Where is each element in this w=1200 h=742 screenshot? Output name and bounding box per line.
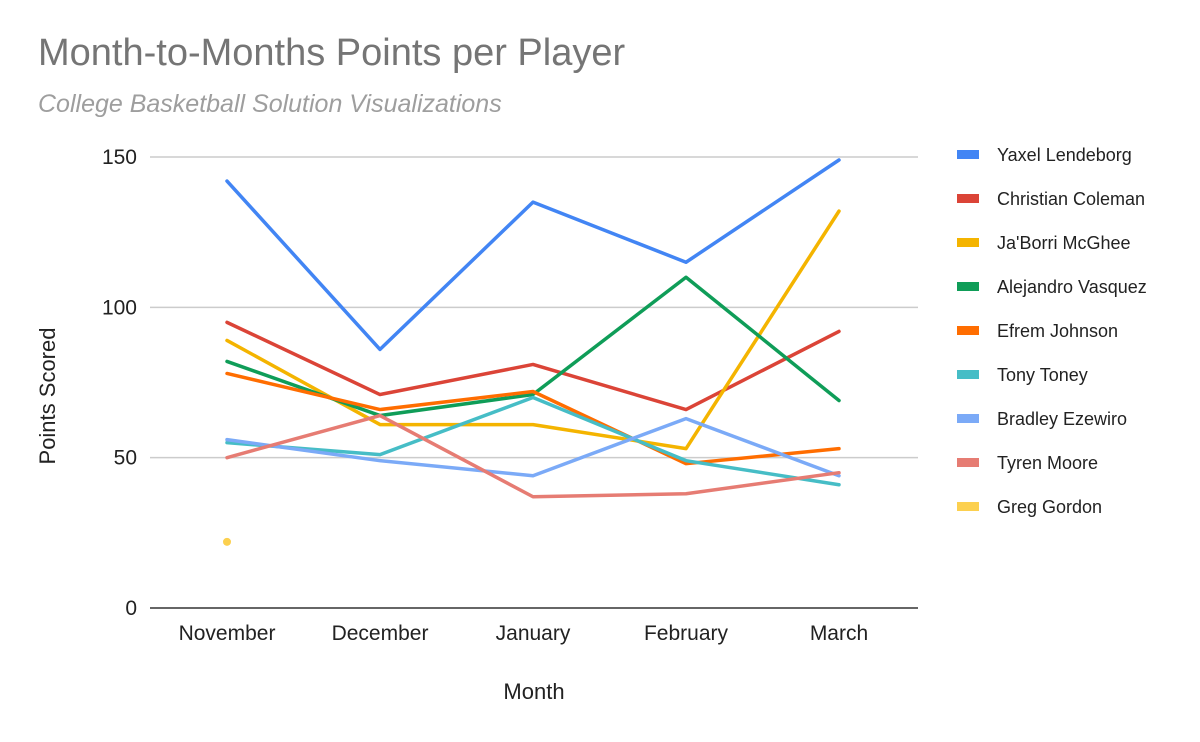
series-line-ja-borri-mcghee xyxy=(225,209,841,451)
chart-title: Month-to-Months Points per Player xyxy=(38,32,626,74)
legend-label-tyren-moore: Tyren Moore xyxy=(997,453,1098,473)
legend-swatch-efrem-johnson xyxy=(957,326,979,335)
x-axis-ticks: November December January February March xyxy=(179,622,869,645)
legend-label-efrem-johnson: Efrem Johnson xyxy=(997,321,1118,341)
y-tick-label: 100 xyxy=(102,296,137,319)
legend-swatch-tony-toney xyxy=(957,370,979,379)
y-tick-label: 0 xyxy=(125,597,137,620)
legend-swatch-ja-borri-mcghee xyxy=(957,238,979,247)
legend-label-tony-toney: Tony Toney xyxy=(997,365,1088,385)
series-line-tony-toney xyxy=(225,395,841,487)
chart-subtitle: College Basketball Solution Visualizatio… xyxy=(38,90,502,118)
series-point-greg-gordon xyxy=(223,537,231,546)
series-lines xyxy=(223,158,841,546)
x-tick-label: December xyxy=(332,622,429,645)
legend-swatch-alejandro-vasquez xyxy=(957,282,979,291)
x-tick-label: March xyxy=(810,622,868,645)
series-line-yaxel-lendeborg xyxy=(225,158,841,352)
legend-label-yaxel-lendeborg: Yaxel Lendeborg xyxy=(997,145,1132,165)
legend-label-ja-borri-mcghee: Ja'Borri McGhee xyxy=(997,233,1130,253)
legend-label-alejandro-vasquez: Alejandro Vasquez xyxy=(997,277,1147,297)
legend-swatch-yaxel-lendeborg xyxy=(957,150,979,159)
x-tick-label: November xyxy=(179,622,276,645)
y-axis-ticks: 0 50 100 150 xyxy=(102,146,137,620)
y-axis-title: Points Scored xyxy=(35,328,60,465)
legend-swatch-bradley-ezewiro xyxy=(957,414,979,423)
y-tick-label: 150 xyxy=(102,146,137,169)
legend-swatch-christian-coleman xyxy=(957,194,979,203)
series-line-efrem-johnson xyxy=(225,371,841,466)
legend-swatch-tyren-moore xyxy=(957,458,979,467)
legend-label-christian-coleman: Christian Coleman xyxy=(997,189,1145,209)
x-axis-title: Month xyxy=(503,679,564,704)
series-line-bradley-ezewiro xyxy=(225,416,841,478)
legend: Yaxel Lendeborg Christian Coleman Ja'Borri… xyxy=(957,145,1147,517)
x-tick-label: January xyxy=(496,622,571,645)
legend-label-greg-gordon: Greg Gordon xyxy=(997,497,1102,517)
legend-swatch-greg-gordon xyxy=(957,502,979,511)
y-tick-label: 50 xyxy=(114,447,137,470)
x-tick-label: February xyxy=(644,622,729,645)
legend-label-bradley-ezewiro: Bradley Ezewiro xyxy=(997,409,1127,429)
series-line-christian-coleman xyxy=(225,320,841,412)
series-line-tyren-moore xyxy=(225,413,841,499)
